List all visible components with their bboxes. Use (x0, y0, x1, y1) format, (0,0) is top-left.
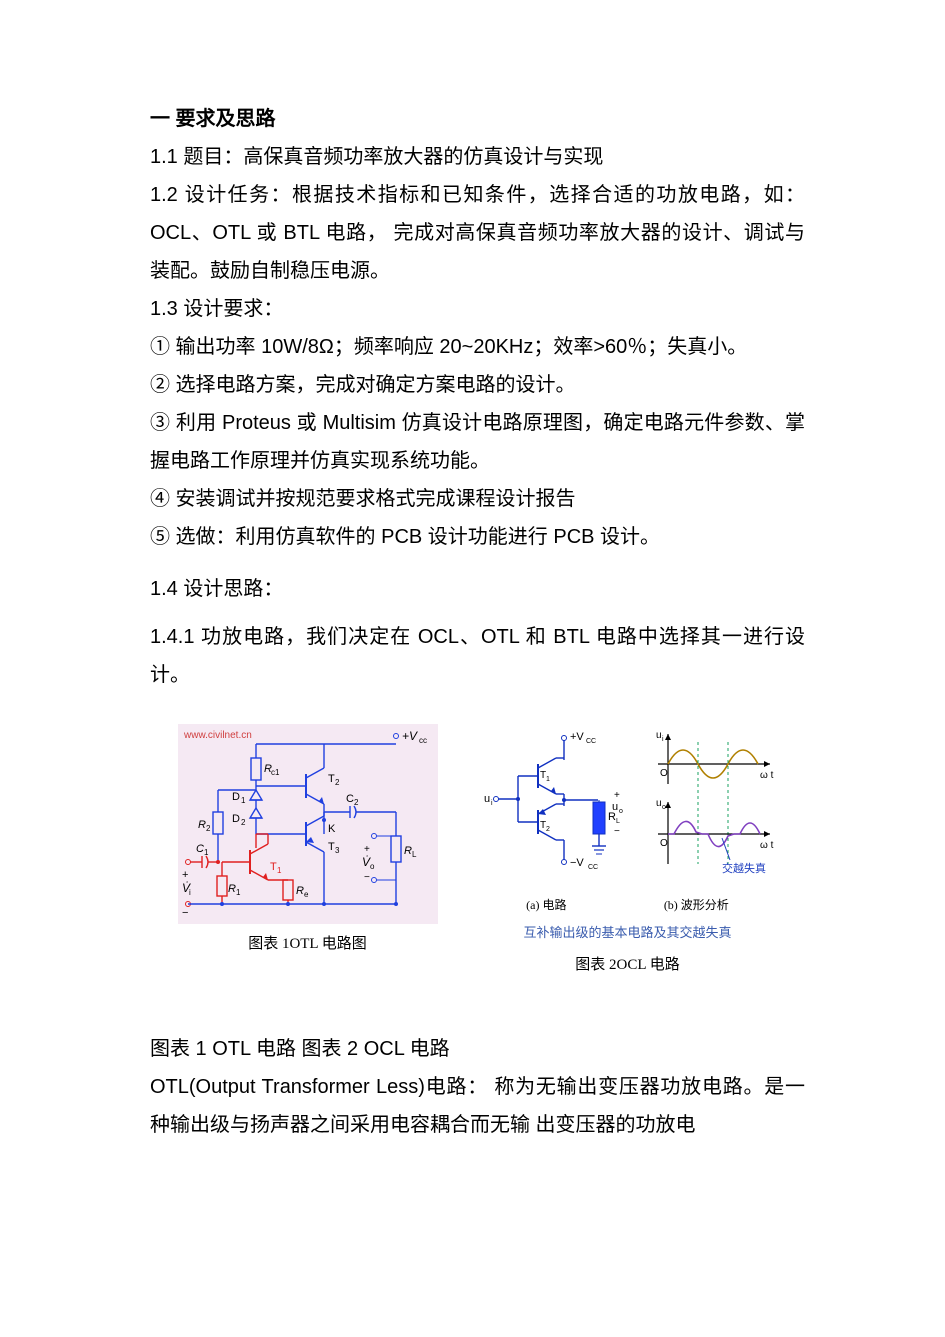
req-item-4: ④ 安装调试并按规范要求格式完成课程设计报告 (150, 480, 805, 518)
svg-text:2: 2 (241, 818, 246, 827)
svg-text:CC: CC (586, 738, 596, 745)
svg-text:D: D (232, 813, 240, 825)
req-item-3: ③ 利用 Proteus 或 Multisim 仿真设计电路原理图，确定电路元件… (150, 404, 805, 480)
svg-text:u: u (656, 798, 662, 809)
table-labels-line: 图表 1 OTL 电路 图表 2 OCL 电路 (150, 1030, 805, 1068)
section-1-4-head: 1.4 设计思路： (150, 570, 805, 608)
svg-text:2: 2 (354, 798, 359, 807)
svg-text:R: R (228, 883, 236, 895)
body-paragraph-otl: OTL(Output Transformer Less)电路： 称为无输出变压器… (150, 1068, 805, 1144)
svg-text:−: − (614, 826, 620, 837)
req-item-2: ② 选择电路方案，完成对确定方案电路的设计。 (150, 366, 805, 404)
svg-text:−V: −V (570, 857, 584, 869)
svg-text:1: 1 (546, 776, 550, 783)
svg-text:1: 1 (277, 866, 282, 875)
svg-text:o: o (619, 808, 623, 815)
svg-text:3: 3 (335, 846, 340, 855)
svg-text:ω t: ω t (760, 770, 774, 781)
svg-text:−: − (364, 872, 370, 883)
req-item-5: ⑤ 选做：利用仿真软件的 PCB 设计功能进行 PCB 设计。 (150, 518, 805, 556)
svg-text:2: 2 (335, 778, 340, 787)
svg-text:K: K (328, 823, 336, 835)
svg-text:O: O (660, 838, 668, 849)
svg-text:T: T (270, 861, 277, 873)
svg-text:L: L (616, 818, 620, 825)
section-1-4-1: 1.4.1 功放电路，我们决定在 OCL、OTL 和 BTL 电路中选择其一进行… (150, 618, 805, 694)
ocl-circuit-svg: +VCC T1 (478, 724, 778, 894)
svg-text:交越失真: 交越失真 (722, 861, 766, 875)
svg-text:u: u (656, 730, 662, 741)
svg-text:u: u (484, 793, 490, 805)
svg-text:i: i (189, 888, 191, 897)
svg-text:C: C (196, 843, 204, 855)
svg-text:1: 1 (241, 796, 246, 805)
svg-text:2: 2 (546, 826, 550, 833)
svg-text:ω t: ω t (760, 840, 774, 851)
section-heading-1: 一 要求及思路 (150, 100, 805, 138)
svg-text:1: 1 (204, 848, 209, 857)
svg-text:1: 1 (236, 888, 241, 897)
svg-text:R: R (296, 885, 304, 897)
svg-text:T: T (328, 841, 335, 853)
section-1-2: 1.2 设计任务：根据技术指标和已知条件，选择合适的功放电路，如：OCL、OTL… (150, 176, 805, 290)
svg-text:+V: +V (402, 729, 418, 743)
svg-text:L: L (412, 850, 417, 859)
fig2-sub-a: (a) 电路 (526, 894, 566, 917)
svg-text:+: + (364, 844, 370, 855)
svg-text:cc: cc (419, 736, 427, 745)
figures-row: www.civilnet.cn +Vcc Rc1 D1 (150, 724, 805, 980)
figure-2-ocl: +VCC T1 (478, 724, 778, 980)
svg-text:2: 2 (206, 824, 211, 833)
svg-text:R: R (198, 819, 206, 831)
figure-1-caption: 图表 1OTL 电路图 (248, 930, 367, 959)
svg-text:R: R (404, 845, 412, 857)
svg-text:c1: c1 (271, 768, 280, 777)
figure-2-subcaption: 互补输出级的基本电路及其交越失真 (523, 921, 731, 946)
figure-2-caption: 图表 2OCL 电路 (575, 951, 679, 980)
svg-text:C: C (346, 793, 354, 805)
otl-circuit-svg: www.civilnet.cn +Vcc Rc1 D1 (178, 724, 438, 924)
req-item-1: ① 输出功率 10W/8Ω；频率响应 20~20KHz；效率>60％；失真小。 (150, 328, 805, 366)
svg-text:−: − (182, 907, 188, 919)
svg-text:o: o (370, 862, 375, 871)
watermark-text: www.civilnet.cn (183, 730, 252, 741)
svg-text:O: O (660, 768, 668, 779)
svg-text:+: + (182, 869, 188, 881)
svg-text:T: T (328, 773, 335, 785)
svg-text:CC: CC (588, 864, 598, 871)
svg-text:+V: +V (570, 731, 584, 743)
svg-text:D: D (232, 791, 240, 803)
svg-text:o: o (662, 804, 666, 811)
figure-2-sublabels: (a) 电路 (b) 波形分析 (478, 894, 778, 917)
svg-text:+: + (614, 790, 620, 801)
svg-text:e: e (304, 890, 309, 899)
fig2-sub-b: (b) 波形分析 (664, 894, 729, 917)
section-1-1: 1.1 题目：高保真音频功率放大器的仿真设计与实现 (150, 138, 805, 176)
section-1-3-head: 1.3 设计要求： (150, 290, 805, 328)
figure-1-otl: www.civilnet.cn +Vcc Rc1 D1 (178, 724, 438, 980)
document-page: 一 要求及思路 1.1 题目：高保真音频功率放大器的仿真设计与实现 1.2 设计… (0, 0, 945, 1204)
svg-text:u: u (612, 801, 618, 813)
